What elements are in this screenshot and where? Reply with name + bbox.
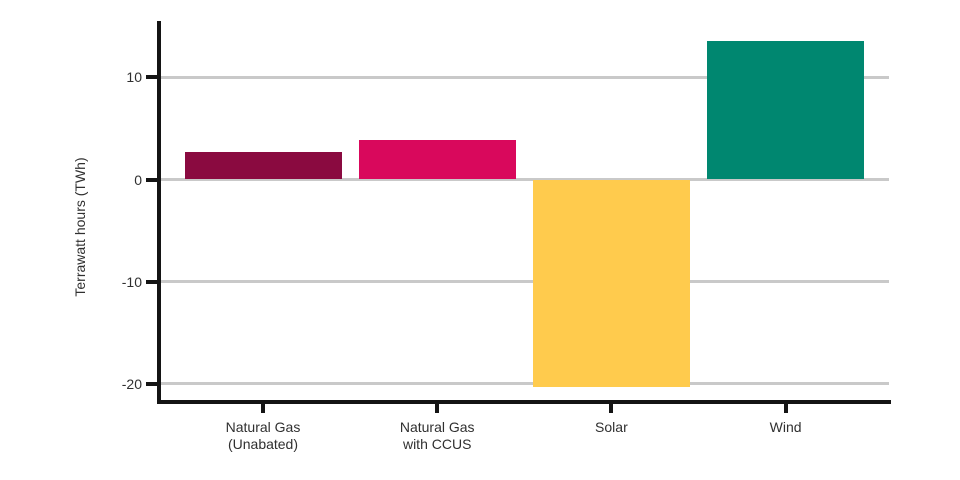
x-tick-mark xyxy=(261,404,265,413)
bar-solar xyxy=(532,179,690,387)
y-tick-label: 10 xyxy=(126,69,142,86)
y-tick-mark xyxy=(146,177,158,182)
x-category-label-line: (Unabated) xyxy=(227,436,299,452)
x-category-label: Natural Gas (Unabated) xyxy=(176,419,350,453)
x-category-label: Natural Gas with CCUS xyxy=(350,419,524,453)
y-tick-label: -10 xyxy=(121,273,142,290)
y-tick-mark xyxy=(146,279,158,284)
x-tick-mark xyxy=(783,404,788,413)
y-tick-mark xyxy=(146,75,158,80)
x-category-label-line: with CCUS xyxy=(402,436,472,452)
bar-wind xyxy=(707,40,865,180)
gridline-y0 xyxy=(161,178,889,181)
bar-natural-gas-unabated- xyxy=(184,151,342,180)
x-tick-mark xyxy=(609,404,614,413)
y-axis-line xyxy=(157,21,161,404)
gridline-y-20 xyxy=(161,382,889,386)
x-category-label-line: Wind xyxy=(769,419,802,435)
y-tick-label: -20 xyxy=(121,375,142,392)
bar-natural-gas-with-ccus xyxy=(358,139,516,180)
y-tick-mark xyxy=(146,381,158,386)
x-category-label-line: Natural Gas xyxy=(399,419,475,435)
x-tick-mark xyxy=(435,404,440,413)
x-category-label-line: Solar xyxy=(595,419,628,435)
x-axis-line xyxy=(157,400,891,404)
x-category-label: Wind xyxy=(699,419,873,436)
x-category-label: Solar xyxy=(524,419,698,436)
x-category-label-line: Natural Gas xyxy=(225,419,301,435)
gridline-y10 xyxy=(161,75,889,79)
gridline-y-10 xyxy=(161,280,889,284)
y-tick-label: 0 xyxy=(134,171,142,188)
